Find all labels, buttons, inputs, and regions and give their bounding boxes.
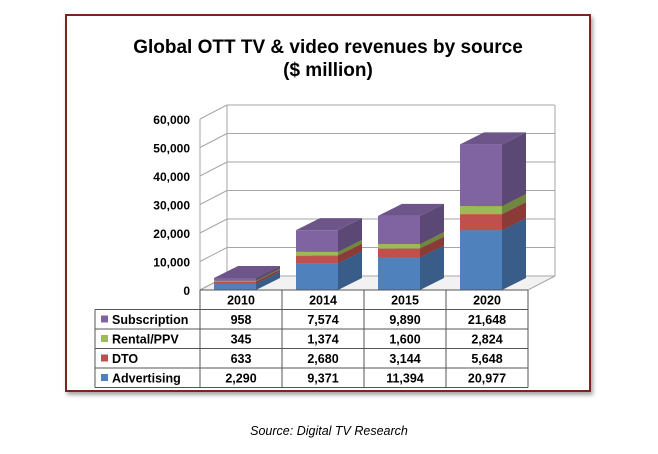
x-tick-label: 2014 bbox=[309, 294, 337, 308]
gridline-side bbox=[199, 218, 228, 234]
y-tick-label: 60,000 bbox=[153, 113, 190, 127]
gridline-side bbox=[199, 133, 228, 148]
bar-rental-ppv-2010-side bbox=[256, 268, 280, 282]
table-value: 2,824 bbox=[471, 333, 502, 347]
bar-subscription-2014-top bbox=[296, 218, 362, 231]
bar-dto-2010 bbox=[214, 281, 256, 284]
bar-dto-2020 bbox=[460, 214, 502, 231]
bar-subscription-2020-top bbox=[460, 132, 526, 145]
bar-subscription-2010 bbox=[214, 277, 256, 281]
source-note: Source: Digital TV Research bbox=[250, 424, 408, 438]
table-value: 20,977 bbox=[468, 372, 506, 386]
bar-dto-2020-side bbox=[502, 202, 526, 231]
y-tick-label: 10,000 bbox=[153, 256, 190, 270]
bar-advertising-2015-side bbox=[420, 245, 444, 290]
bar-subscription-2015 bbox=[378, 215, 420, 245]
bar-rental-ppv-2015-side bbox=[420, 232, 444, 249]
table-value: 7,574 bbox=[307, 313, 338, 327]
table-value: 3,144 bbox=[389, 352, 420, 366]
table-value: 1,374 bbox=[307, 333, 338, 347]
table-value: 2,290 bbox=[225, 372, 256, 386]
bar-subscription-2014 bbox=[296, 230, 338, 252]
y-tick-label: 0 bbox=[183, 284, 190, 298]
bar-rental-ppv-2015 bbox=[378, 244, 420, 249]
chart-title-line2: ($ million) bbox=[283, 60, 373, 81]
bar-dto-2014-side bbox=[338, 243, 362, 264]
bar-subscription-2020 bbox=[460, 144, 502, 207]
y-tick-label: 40,000 bbox=[153, 170, 190, 184]
y-tick-label: 20,000 bbox=[153, 227, 190, 241]
x-tick-label: 2020 bbox=[473, 294, 501, 308]
bar-advertising-2010-side bbox=[256, 271, 280, 290]
legend-label: Subscription bbox=[112, 313, 188, 327]
bar-advertising-2020-side bbox=[502, 218, 526, 290]
table-value: 633 bbox=[231, 352, 252, 366]
table-value: 9,371 bbox=[307, 372, 338, 386]
bar-advertising-2015 bbox=[378, 257, 420, 290]
gridline-side bbox=[199, 104, 228, 120]
table-value: 958 bbox=[231, 313, 252, 327]
chart-title: Global OTT TV & video revenues by source… bbox=[67, 36, 589, 82]
legend-key-advertising bbox=[101, 374, 108, 381]
bar-advertising-2014-side bbox=[338, 251, 362, 290]
legend-label: Advertising bbox=[112, 372, 181, 386]
legend-key-dto bbox=[101, 354, 108, 362]
gridline-side bbox=[199, 190, 228, 205]
table-value: 11,394 bbox=[386, 372, 424, 386]
bar-dto-2010-side bbox=[256, 269, 280, 284]
legend-key-subscription bbox=[101, 315, 108, 323]
bar-rental-ppv-2010 bbox=[214, 280, 256, 282]
chart-title-line1: Global OTT TV & video revenues by source bbox=[133, 37, 523, 58]
bar-rental-ppv-2020 bbox=[460, 206, 502, 215]
table-value: 9,890 bbox=[389, 313, 420, 327]
bar-advertising-2020 bbox=[460, 230, 502, 290]
legend-label: Rental/PPV bbox=[112, 333, 179, 347]
bar-rental-ppv-2014-side bbox=[338, 239, 362, 256]
bar-subscription-2010-top bbox=[214, 265, 280, 278]
bar-advertising-2014 bbox=[296, 263, 338, 290]
gridline-side bbox=[199, 161, 228, 177]
legend-label: DTO bbox=[112, 352, 138, 366]
table-value: 345 bbox=[231, 333, 252, 347]
x-tick-label: 2015 bbox=[391, 294, 419, 308]
bar-rental-ppv-2014 bbox=[296, 251, 338, 256]
bar-dto-2014 bbox=[296, 255, 338, 264]
bar-subscription-2020-side bbox=[502, 132, 526, 207]
x-tick-label: 2010 bbox=[227, 294, 255, 308]
bar-subscription-2010-side bbox=[256, 265, 280, 281]
table-value: 21,648 bbox=[468, 313, 506, 327]
bar-advertising-2010 bbox=[214, 283, 256, 290]
table-value: 1,600 bbox=[389, 333, 420, 347]
bar-subscription-2015-top bbox=[378, 203, 444, 216]
legend-key-rental-ppv bbox=[101, 335, 108, 342]
bar-subscription-2014-side bbox=[338, 218, 362, 252]
bar-dto-2015-side bbox=[420, 236, 444, 258]
gridline-side bbox=[199, 247, 228, 262]
table-value: 2,680 bbox=[307, 352, 338, 366]
bar-subscription-2015-side bbox=[420, 203, 444, 245]
y-tick-label: 50,000 bbox=[153, 142, 190, 156]
bar-rental-ppv-2020-side bbox=[502, 194, 526, 215]
table-value: 5,648 bbox=[471, 352, 502, 366]
y-tick-label: 30,000 bbox=[153, 199, 190, 213]
bar-dto-2015 bbox=[378, 248, 420, 258]
